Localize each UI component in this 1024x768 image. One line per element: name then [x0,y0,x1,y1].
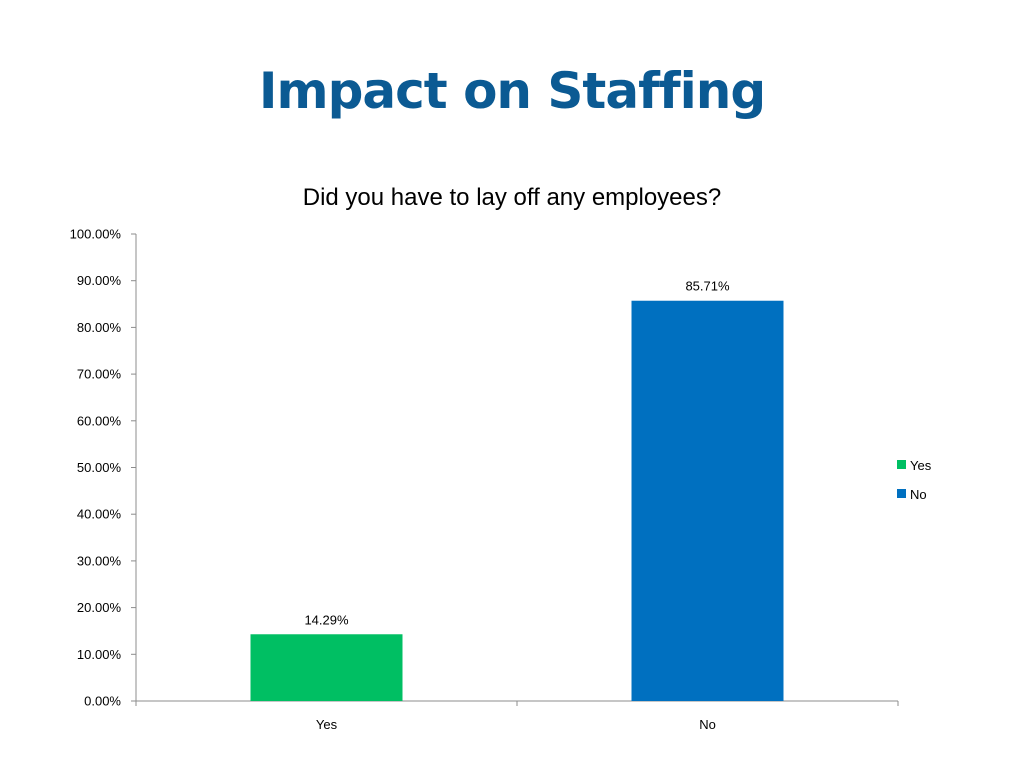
y-tick-label: 20.00% [77,600,122,615]
chart-title: Did you have to lay off any employees? [302,184,722,211]
y-tick-label: 80.00% [77,320,122,335]
bar-no [631,300,784,701]
legend-label: No [910,487,927,502]
legend-swatch [897,460,906,469]
data-label: 14.29% [304,612,349,627]
y-tick-label: 50.00% [77,460,122,475]
y-tick-label: 0.00% [84,694,121,709]
y-tick-label: 30.00% [77,553,122,568]
slide-title: Impact on Staffing [258,62,766,120]
legend-label: Yes [910,458,932,473]
y-tick-label: 40.00% [77,507,122,522]
y-tick-label: 90.00% [77,273,122,288]
y-tick-label: 70.00% [77,367,122,382]
legend-swatch [897,489,906,498]
y-tick-label: 60.00% [77,413,122,428]
y-tick-label: 100.00% [70,227,122,242]
x-tick-label: No [699,717,716,732]
x-tick-label: Yes [316,717,338,732]
bar-yes [250,634,403,701]
y-tick-label: 10.00% [77,647,122,662]
data-label: 85.71% [685,279,730,294]
